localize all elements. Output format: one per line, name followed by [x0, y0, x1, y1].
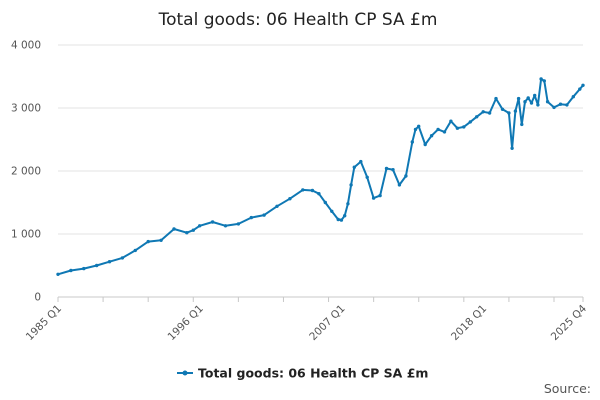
- data-point[interactable]: [133, 248, 137, 253]
- data-point[interactable]: [185, 231, 189, 235]
- y-tick-label: 3 000: [11, 103, 41, 115]
- data-point[interactable]: [542, 79, 546, 83]
- data-point[interactable]: [346, 202, 350, 206]
- data-point[interactable]: [520, 122, 524, 127]
- data-point[interactable]: [500, 107, 505, 112]
- data-point[interactable]: [378, 193, 382, 198]
- data-point[interactable]: [146, 239, 150, 244]
- data-point[interactable]: [262, 213, 266, 217]
- data-point[interactable]: [317, 192, 321, 196]
- y-tick-label: 1 000: [11, 229, 41, 241]
- x-tick-label: 2025 Q4: [549, 302, 590, 343]
- data-point[interactable]: [352, 165, 356, 169]
- data-point[interactable]: [107, 260, 112, 264]
- data-point[interactable]: [397, 183, 402, 187]
- data-point[interactable]: [69, 268, 73, 273]
- data-point[interactable]: [516, 96, 521, 101]
- data-point[interactable]: [423, 142, 427, 147]
- y-tick-label: 2 000: [11, 166, 41, 178]
- data-point[interactable]: [56, 272, 60, 276]
- data-point[interactable]: [526, 96, 530, 100]
- data-point[interactable]: [462, 125, 466, 129]
- data-point[interactable]: [417, 124, 421, 128]
- data-point[interactable]: [578, 87, 582, 91]
- y-axis: 0 1 000 2 000 3 000 4 000: [11, 40, 41, 304]
- data-point[interactable]: [507, 111, 511, 115]
- data-point[interactable]: [581, 83, 585, 88]
- data-point[interactable]: [513, 109, 518, 113]
- data-point[interactable]: [249, 215, 253, 220]
- data-point[interactable]: [404, 174, 408, 178]
- data-point[interactable]: [552, 105, 556, 110]
- data-point[interactable]: [336, 217, 340, 222]
- data-point[interactable]: [301, 188, 305, 192]
- data-point[interactable]: [545, 100, 550, 104]
- data-point[interactable]: [359, 159, 363, 164]
- data-point[interactable]: [191, 228, 195, 232]
- data-point[interactable]: [442, 130, 447, 134]
- data-point[interactable]: [481, 110, 485, 114]
- data-point[interactable]: [571, 95, 575, 99]
- data-point[interactable]: [343, 214, 347, 218]
- data-point[interactable]: [536, 103, 540, 107]
- data-point[interactable]: [539, 77, 543, 81]
- data-point[interactable]: [487, 111, 492, 115]
- data-point[interactable]: [82, 266, 86, 271]
- data-point[interactable]: [475, 115, 479, 119]
- x-axis: 1985 Q1 1996 Q1 2007 Q1 2018 Q1 2025 Q4: [24, 296, 590, 343]
- legend-marker: [182, 370, 188, 376]
- gridlines: [58, 44, 583, 235]
- y-tick-label: 4 000: [11, 40, 41, 52]
- data-point[interactable]: [436, 127, 440, 132]
- data-point[interactable]: [310, 188, 315, 193]
- data-point[interactable]: [95, 263, 99, 268]
- x-tick-label: 1996 Q1: [166, 303, 206, 343]
- data-point[interactable]: [198, 224, 202, 228]
- data-point[interactable]: [510, 146, 514, 150]
- data-point[interactable]: [533, 93, 537, 98]
- x-tick-label: 2018 Q1: [449, 303, 489, 343]
- y-tick-label: 0: [34, 292, 41, 304]
- data-point[interactable]: [391, 168, 395, 172]
- data-point[interactable]: [120, 256, 125, 260]
- data-point[interactable]: [288, 197, 292, 201]
- x-tick-label: 2007 Q1: [307, 303, 347, 343]
- legend-label: Total goods: 06 Health CP SA £m: [198, 366, 428, 381]
- data-point[interactable]: [349, 183, 353, 187]
- data-point[interactable]: [529, 101, 534, 105]
- data-point[interactable]: [413, 127, 418, 132]
- data-point[interactable]: [410, 140, 414, 144]
- chart-title: Total goods: 06 Health CP SA £m: [158, 10, 438, 30]
- source-label: Source:: [544, 381, 591, 396]
- data-point[interactable]: [159, 238, 163, 242]
- data-point[interactable]: [565, 103, 569, 107]
- data-point[interactable]: [323, 200, 327, 205]
- data-point[interactable]: [223, 224, 228, 228]
- data-point[interactable]: [236, 222, 241, 226]
- data-point[interactable]: [384, 166, 389, 171]
- data-point[interactable]: [172, 227, 176, 231]
- data-point[interactable]: [275, 204, 279, 208]
- data-point[interactable]: [523, 100, 527, 104]
- data-point[interactable]: [210, 220, 215, 224]
- data-point[interactable]: [455, 126, 460, 130]
- data-point[interactable]: [429, 134, 434, 138]
- data-point[interactable]: [371, 196, 376, 200]
- data-point[interactable]: [558, 102, 563, 106]
- series-layer: [56, 77, 585, 276]
- data-point[interactable]: [339, 218, 344, 222]
- legend[interactable]: Total goods: 06 Health CP SA £m: [177, 366, 428, 381]
- x-tick-label: 1985 Q1: [24, 303, 64, 343]
- data-point[interactable]: [494, 96, 498, 101]
- data-point[interactable]: [330, 209, 334, 213]
- data-point[interactable]: [365, 175, 369, 179]
- data-point[interactable]: [468, 120, 472, 124]
- data-point[interactable]: [449, 119, 453, 123]
